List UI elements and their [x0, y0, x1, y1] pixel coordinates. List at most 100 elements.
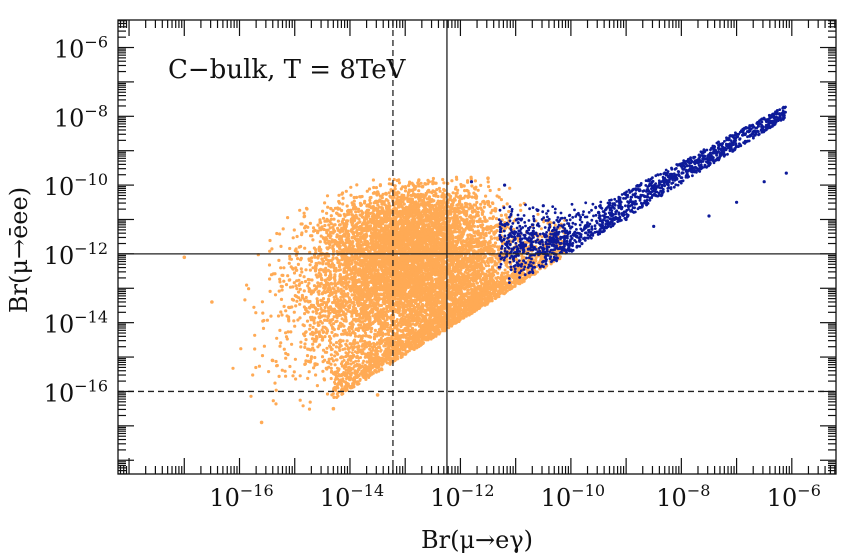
point-allowed [350, 293, 354, 297]
point-allowed [325, 194, 330, 198]
point-allowed [536, 212, 540, 216]
point-allowed [287, 261, 291, 265]
point-allowed [334, 266, 338, 270]
point-allowed [326, 228, 330, 232]
point-allowed [282, 279, 286, 283]
point-allowed [325, 350, 329, 354]
point-allowed [268, 238, 272, 243]
point-allowed [292, 271, 297, 275]
point-allowed [316, 290, 320, 294]
point-allowed [299, 267, 303, 271]
point-allowed [286, 216, 290, 220]
point-allowed [298, 287, 302, 291]
point-allowed [405, 305, 409, 309]
point-allowed [360, 316, 364, 320]
point-allowed [293, 357, 297, 361]
point-allowed [295, 299, 299, 303]
point-allowed [349, 229, 353, 233]
point-allowed [347, 327, 351, 331]
point-allowed [330, 240, 334, 244]
point-allowed [323, 305, 327, 310]
point-allowed [324, 266, 328, 270]
point-allowed [310, 315, 314, 319]
point-allowed [298, 273, 302, 277]
point-allowed [487, 185, 491, 189]
point-allowed [363, 312, 367, 316]
point-allowed [317, 245, 322, 249]
point-allowed [304, 295, 308, 300]
point-allowed [334, 294, 338, 298]
point-allowed [303, 342, 307, 346]
point-allowed [290, 266, 295, 270]
point-allowed [319, 234, 323, 238]
point-allowed [280, 284, 284, 289]
point-allowed [278, 280, 282, 284]
point-allowed [279, 310, 283, 314]
point-allowed [358, 245, 362, 249]
point-allowed [315, 311, 319, 315]
point-allowed [313, 288, 317, 292]
point-allowed [340, 317, 344, 321]
point-allowed [336, 219, 340, 223]
point-allowed [302, 211, 306, 215]
point-allowed [329, 376, 333, 381]
point-allowed [339, 295, 343, 299]
point-allowed [308, 327, 312, 331]
point-allowed [358, 225, 362, 229]
point-allowed [292, 281, 296, 285]
point-allowed [349, 362, 353, 366]
point-allowed [307, 407, 312, 411]
point-allowed [338, 273, 342, 277]
point-allowed [330, 330, 334, 334]
point-allowed [332, 315, 336, 319]
point-allowed [341, 329, 345, 333]
point-allowed [278, 277, 282, 281]
point-allowed [332, 334, 336, 338]
point-allowed [321, 209, 325, 213]
point-allowed [277, 374, 281, 378]
point-allowed [325, 231, 329, 235]
point-allowed [378, 183, 382, 187]
point-allowed [327, 357, 331, 361]
point-allowed [299, 340, 303, 344]
point-allowed [286, 330, 290, 334]
point-allowed [294, 266, 298, 270]
point-allowed [318, 220, 322, 224]
point-allowed [329, 353, 333, 357]
point-allowed [499, 213, 503, 217]
point-allowed [328, 344, 332, 348]
point-allowed [301, 404, 305, 408]
point-allowed [310, 234, 314, 238]
point-allowed [277, 289, 281, 293]
point-allowed [438, 189, 442, 193]
point-allowed [365, 189, 369, 193]
point-allowed [261, 326, 266, 330]
point-allowed [284, 351, 288, 355]
point-allowed [260, 300, 264, 304]
point-allowed [269, 314, 273, 318]
point-allowed [267, 370, 271, 374]
point-allowed [308, 268, 312, 272]
point-allowed [294, 304, 298, 308]
point-allowed [308, 221, 312, 225]
point-allowed [329, 214, 333, 218]
series-allowed [182, 175, 567, 425]
point-allowed [493, 241, 498, 245]
point-allowed [328, 270, 332, 274]
point-allowed [315, 297, 319, 301]
point-allowed [296, 257, 300, 261]
point-allowed [282, 266, 286, 270]
point-allowed [326, 261, 330, 265]
point-allowed [308, 400, 312, 404]
point-allowed [508, 186, 512, 190]
point-allowed [339, 298, 343, 302]
point-allowed [315, 285, 319, 289]
point-allowed [306, 376, 310, 380]
point-allowed [303, 334, 307, 338]
point-allowed [343, 304, 347, 308]
point-allowed [386, 305, 390, 309]
point-allowed [287, 278, 291, 282]
point-allowed [353, 334, 358, 338]
point-allowed [340, 220, 344, 224]
point-allowed [274, 359, 278, 364]
